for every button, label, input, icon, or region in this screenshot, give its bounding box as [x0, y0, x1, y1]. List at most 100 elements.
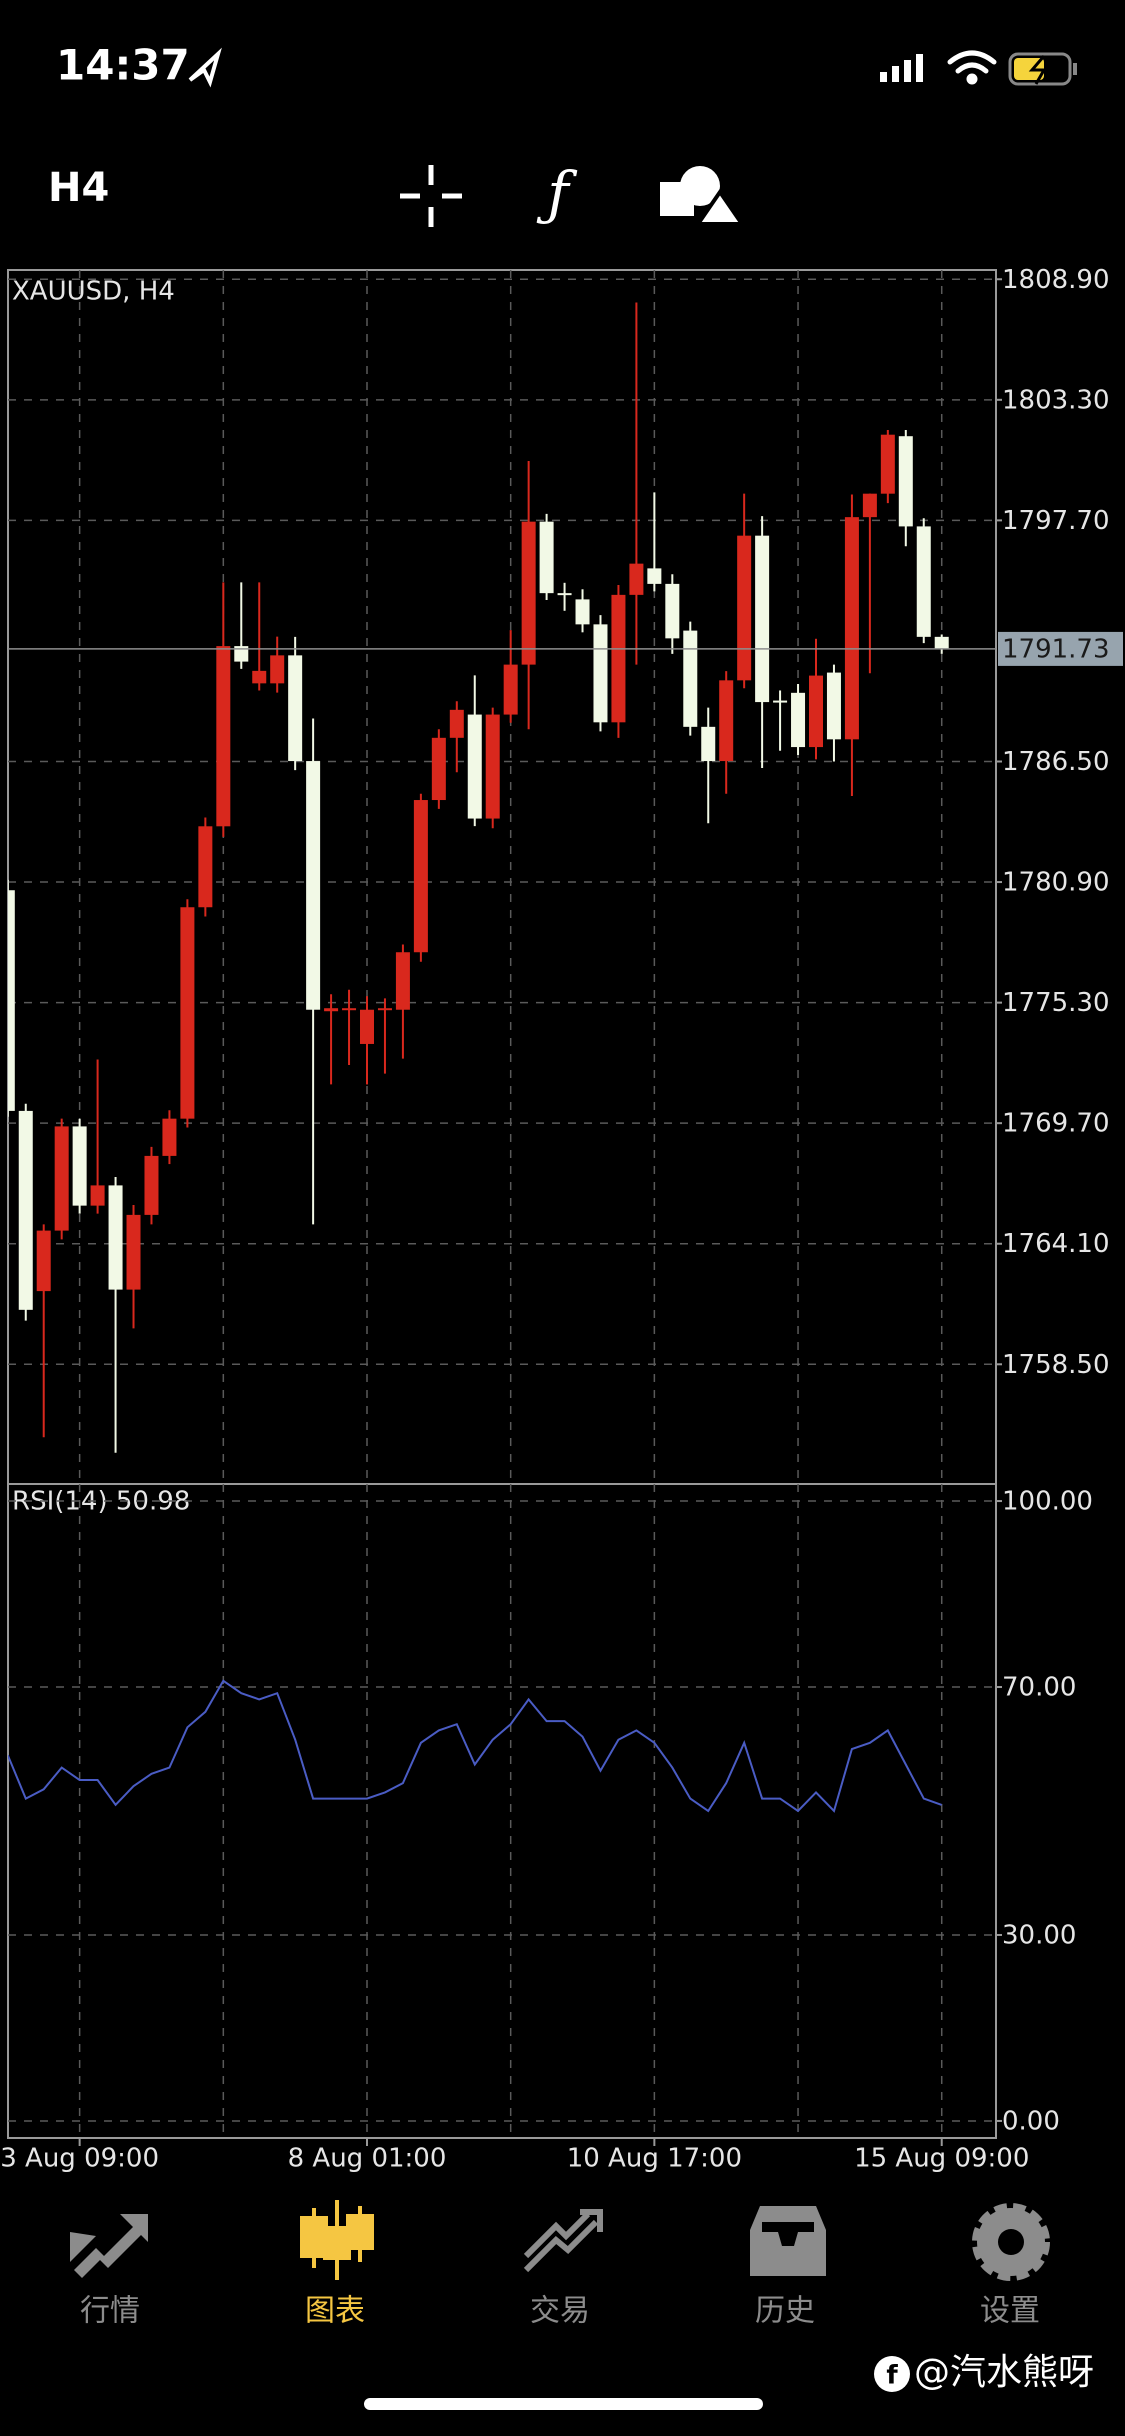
tab-label[interactable]: 行情 [80, 2294, 140, 2329]
candle-body [72, 1126, 87, 1206]
candle-body [144, 1155, 159, 1215]
candle-body [862, 493, 877, 518]
rsi-title: RSI(14) 50.98 [12, 1487, 190, 1517]
tab-label[interactable]: 设置 [980, 2294, 1040, 2329]
candle-body [377, 1008, 392, 1011]
bid-label-box [998, 631, 1123, 666]
signal-icon [880, 54, 923, 82]
candle-body [234, 646, 249, 662]
candle-body [270, 655, 285, 684]
y-tick-label: 1808.90 [1002, 265, 1110, 295]
home-indicator [364, 2398, 763, 2410]
candle-body [611, 594, 626, 723]
candle-body [18, 1110, 33, 1310]
candle-body [773, 700, 788, 703]
candle-body [485, 714, 500, 819]
candle-body [360, 1009, 374, 1044]
y-tick-label: 1764.10 [1002, 1229, 1110, 1259]
timeframe[interactable]: H4 [48, 165, 109, 211]
candle-body [647, 568, 662, 584]
candle-body [593, 624, 608, 723]
candle-body [791, 692, 806, 748]
tab-label[interactable]: 交易 [530, 2294, 590, 2329]
candle-body [198, 826, 213, 908]
tab-label[interactable]: 历史 [755, 2294, 815, 2329]
candle-body [575, 599, 590, 625]
y-tick-label: 1786.50 [1002, 747, 1110, 777]
candle-body [342, 1008, 357, 1011]
rsi-plot [8, 1484, 996, 2138]
watermark: f [874, 2356, 910, 2392]
history-icon[interactable] [750, 2206, 826, 2276]
y-tick-label: 30.00 [1002, 1920, 1076, 1950]
candle-body [90, 1185, 105, 1206]
candle-body [108, 1185, 123, 1290]
objects-button[interactable] [660, 166, 746, 226]
rsi-panel [7, 1483, 997, 2139]
candle-body [880, 434, 895, 494]
candle-body [449, 709, 464, 738]
quotes-icon[interactable] [70, 2214, 148, 2278]
candle-body [324, 1008, 339, 1012]
y-tick-label: 1758.50 [1002, 1350, 1110, 1380]
watermark-text: @汽水熊呀 [914, 2352, 1094, 2393]
x-tick-label: 10 Aug 17:00 [567, 2144, 742, 2174]
y-tick-label: 1797.70 [1002, 506, 1110, 536]
candle-body [683, 630, 698, 727]
battery-icon [1008, 52, 1077, 86]
svg-text:f: f [886, 2361, 898, 2391]
crosshair-button[interactable] [400, 165, 462, 227]
x-tick-label: 15 Aug 09:00 [854, 2144, 1029, 2174]
candle-body [826, 672, 841, 740]
candle-body [126, 1214, 141, 1290]
candle-body [413, 800, 428, 953]
x-tick-label: 8 Aug 01:00 [288, 2144, 447, 2174]
candle-body [36, 1230, 51, 1292]
candle-body [665, 583, 680, 639]
indicators-button[interactable]: ƒ [536, 159, 578, 227]
candle-body [54, 1126, 69, 1231]
location-icon [188, 47, 222, 88]
candle-body [521, 521, 536, 665]
y-tick-label: 1775.30 [1002, 988, 1110, 1018]
y-tick-label: 1780.90 [1002, 868, 1110, 898]
tab-label[interactable]: 图表 [305, 2294, 365, 2329]
bid-label: 1791.73 [1002, 634, 1110, 664]
candle-body [162, 1118, 177, 1156]
y-tick-label: 1769.70 [1002, 1109, 1110, 1139]
candle-body [916, 526, 931, 637]
candle-body [844, 517, 859, 740]
candle-body [503, 664, 518, 715]
price-panel [7, 269, 997, 1485]
y-tick-label: 100.00 [1002, 1487, 1093, 1517]
chart-icon[interactable] [300, 2200, 374, 2280]
candle-body [809, 675, 823, 748]
x-tick-label: 3 Aug 09:00 [0, 2144, 159, 2174]
wifi-icon [947, 50, 997, 85]
chart-title: XAUUSD, H4 [12, 277, 175, 307]
candle-body [252, 670, 267, 684]
candle-body [216, 646, 231, 827]
candle-body [539, 521, 554, 594]
candle-body [467, 714, 482, 819]
candle-body [934, 636, 949, 650]
candle-body [306, 761, 321, 1010]
candle-body [8, 890, 15, 1111]
candle-body [395, 952, 410, 1010]
candle-body [629, 563, 644, 595]
y-tick-label: 1803.30 [1002, 385, 1110, 415]
candle-body [557, 593, 572, 596]
candle-body [755, 535, 770, 703]
candle-body [701, 726, 716, 762]
trade-icon[interactable] [523, 2209, 603, 2273]
y-tick-label: 0.00 [1002, 2106, 1060, 2136]
status-time: 14:37 [56, 41, 190, 90]
candle-body [719, 680, 734, 762]
candle-body [737, 535, 752, 681]
y-tick-label: 70.00 [1002, 1673, 1076, 1703]
settings-icon[interactable] [972, 2203, 1050, 2281]
candle-body [180, 907, 195, 1119]
candle-body [898, 436, 913, 527]
candle-body [431, 737, 446, 801]
